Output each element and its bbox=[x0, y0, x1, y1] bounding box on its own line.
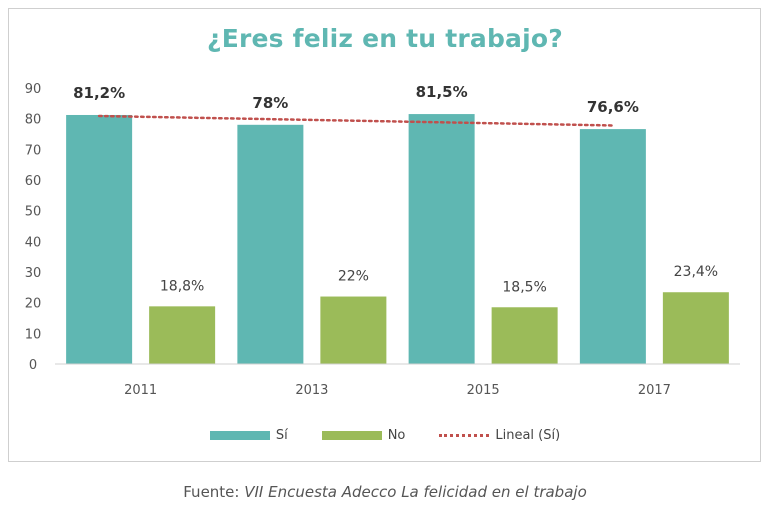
y-tick-label: 0 bbox=[29, 358, 37, 373]
y-axis-ticks: 0 10 20 30 40 50 60 70 80 90 bbox=[25, 82, 42, 373]
data-label-si: 81,5% bbox=[416, 83, 468, 101]
x-axis-ticks: 2011 2013 2015 2017 bbox=[124, 383, 671, 398]
y-tick-label: 20 bbox=[25, 297, 42, 312]
legend-label-si: Sí bbox=[275, 427, 288, 443]
bar-no bbox=[491, 307, 558, 364]
trendline-si bbox=[97, 114, 615, 127]
bars bbox=[66, 114, 729, 364]
y-tick-label: 30 bbox=[25, 266, 42, 281]
legend-swatch-si bbox=[209, 430, 270, 440]
bar-si bbox=[66, 114, 133, 364]
y-tick-label: 90 bbox=[25, 82, 42, 97]
bar-no bbox=[149, 306, 216, 364]
x-tick-label: 2011 bbox=[124, 383, 157, 398]
source-note: Fuente: VII Encuesta Adecco La felicidad… bbox=[0, 483, 770, 501]
data-label-si: 78% bbox=[252, 94, 288, 112]
y-tick-label: 40 bbox=[25, 235, 42, 250]
y-tick-label: 80 bbox=[25, 113, 42, 128]
x-tick-label: 2013 bbox=[295, 383, 328, 398]
value-labels: 81,2% 18,8% 78% 22% 81,5% 18,5% 76,6% 23,4% bbox=[73, 83, 718, 295]
legend-item-no: No bbox=[321, 427, 406, 443]
bar-si bbox=[408, 114, 475, 364]
y-tick-label: 70 bbox=[25, 143, 42, 158]
legend-item-si: Sí bbox=[209, 427, 288, 443]
x-tick-label: 2017 bbox=[638, 383, 671, 398]
legend-swatch-no bbox=[321, 430, 382, 440]
data-label-no: 18,5% bbox=[502, 279, 546, 295]
legend-label-trendline: Lineal (Sí) bbox=[495, 427, 561, 443]
bar-si bbox=[237, 124, 304, 364]
legend: Sí No Lineal (Sí) bbox=[0, 425, 770, 445]
bar-no bbox=[662, 292, 729, 364]
bar-no bbox=[320, 296, 387, 364]
chart-title: ¿Eres feliz en tu trabajo? bbox=[207, 24, 563, 53]
x-tick-label: 2015 bbox=[467, 383, 500, 398]
data-label-no: 22% bbox=[338, 269, 369, 285]
y-tick-label: 60 bbox=[25, 174, 42, 189]
data-label-no: 23,4% bbox=[674, 264, 718, 280]
source-text: VII Encuesta Adecco La felicidad en el t… bbox=[244, 483, 587, 501]
legend-swatch-trendline bbox=[439, 433, 490, 437]
source-prefix: Fuente: bbox=[183, 483, 240, 501]
legend-label-no: No bbox=[387, 427, 406, 443]
data-label-si: 76,6% bbox=[587, 98, 639, 116]
y-tick-label: 10 bbox=[25, 327, 42, 342]
legend-item-trendline: Lineal (Sí) bbox=[439, 428, 560, 443]
bar-si bbox=[579, 129, 646, 364]
data-label-no: 18,8% bbox=[160, 278, 204, 294]
data-label-si: 81,2% bbox=[73, 84, 125, 102]
trendline-layer bbox=[97, 114, 615, 127]
y-tick-label: 50 bbox=[25, 205, 42, 220]
